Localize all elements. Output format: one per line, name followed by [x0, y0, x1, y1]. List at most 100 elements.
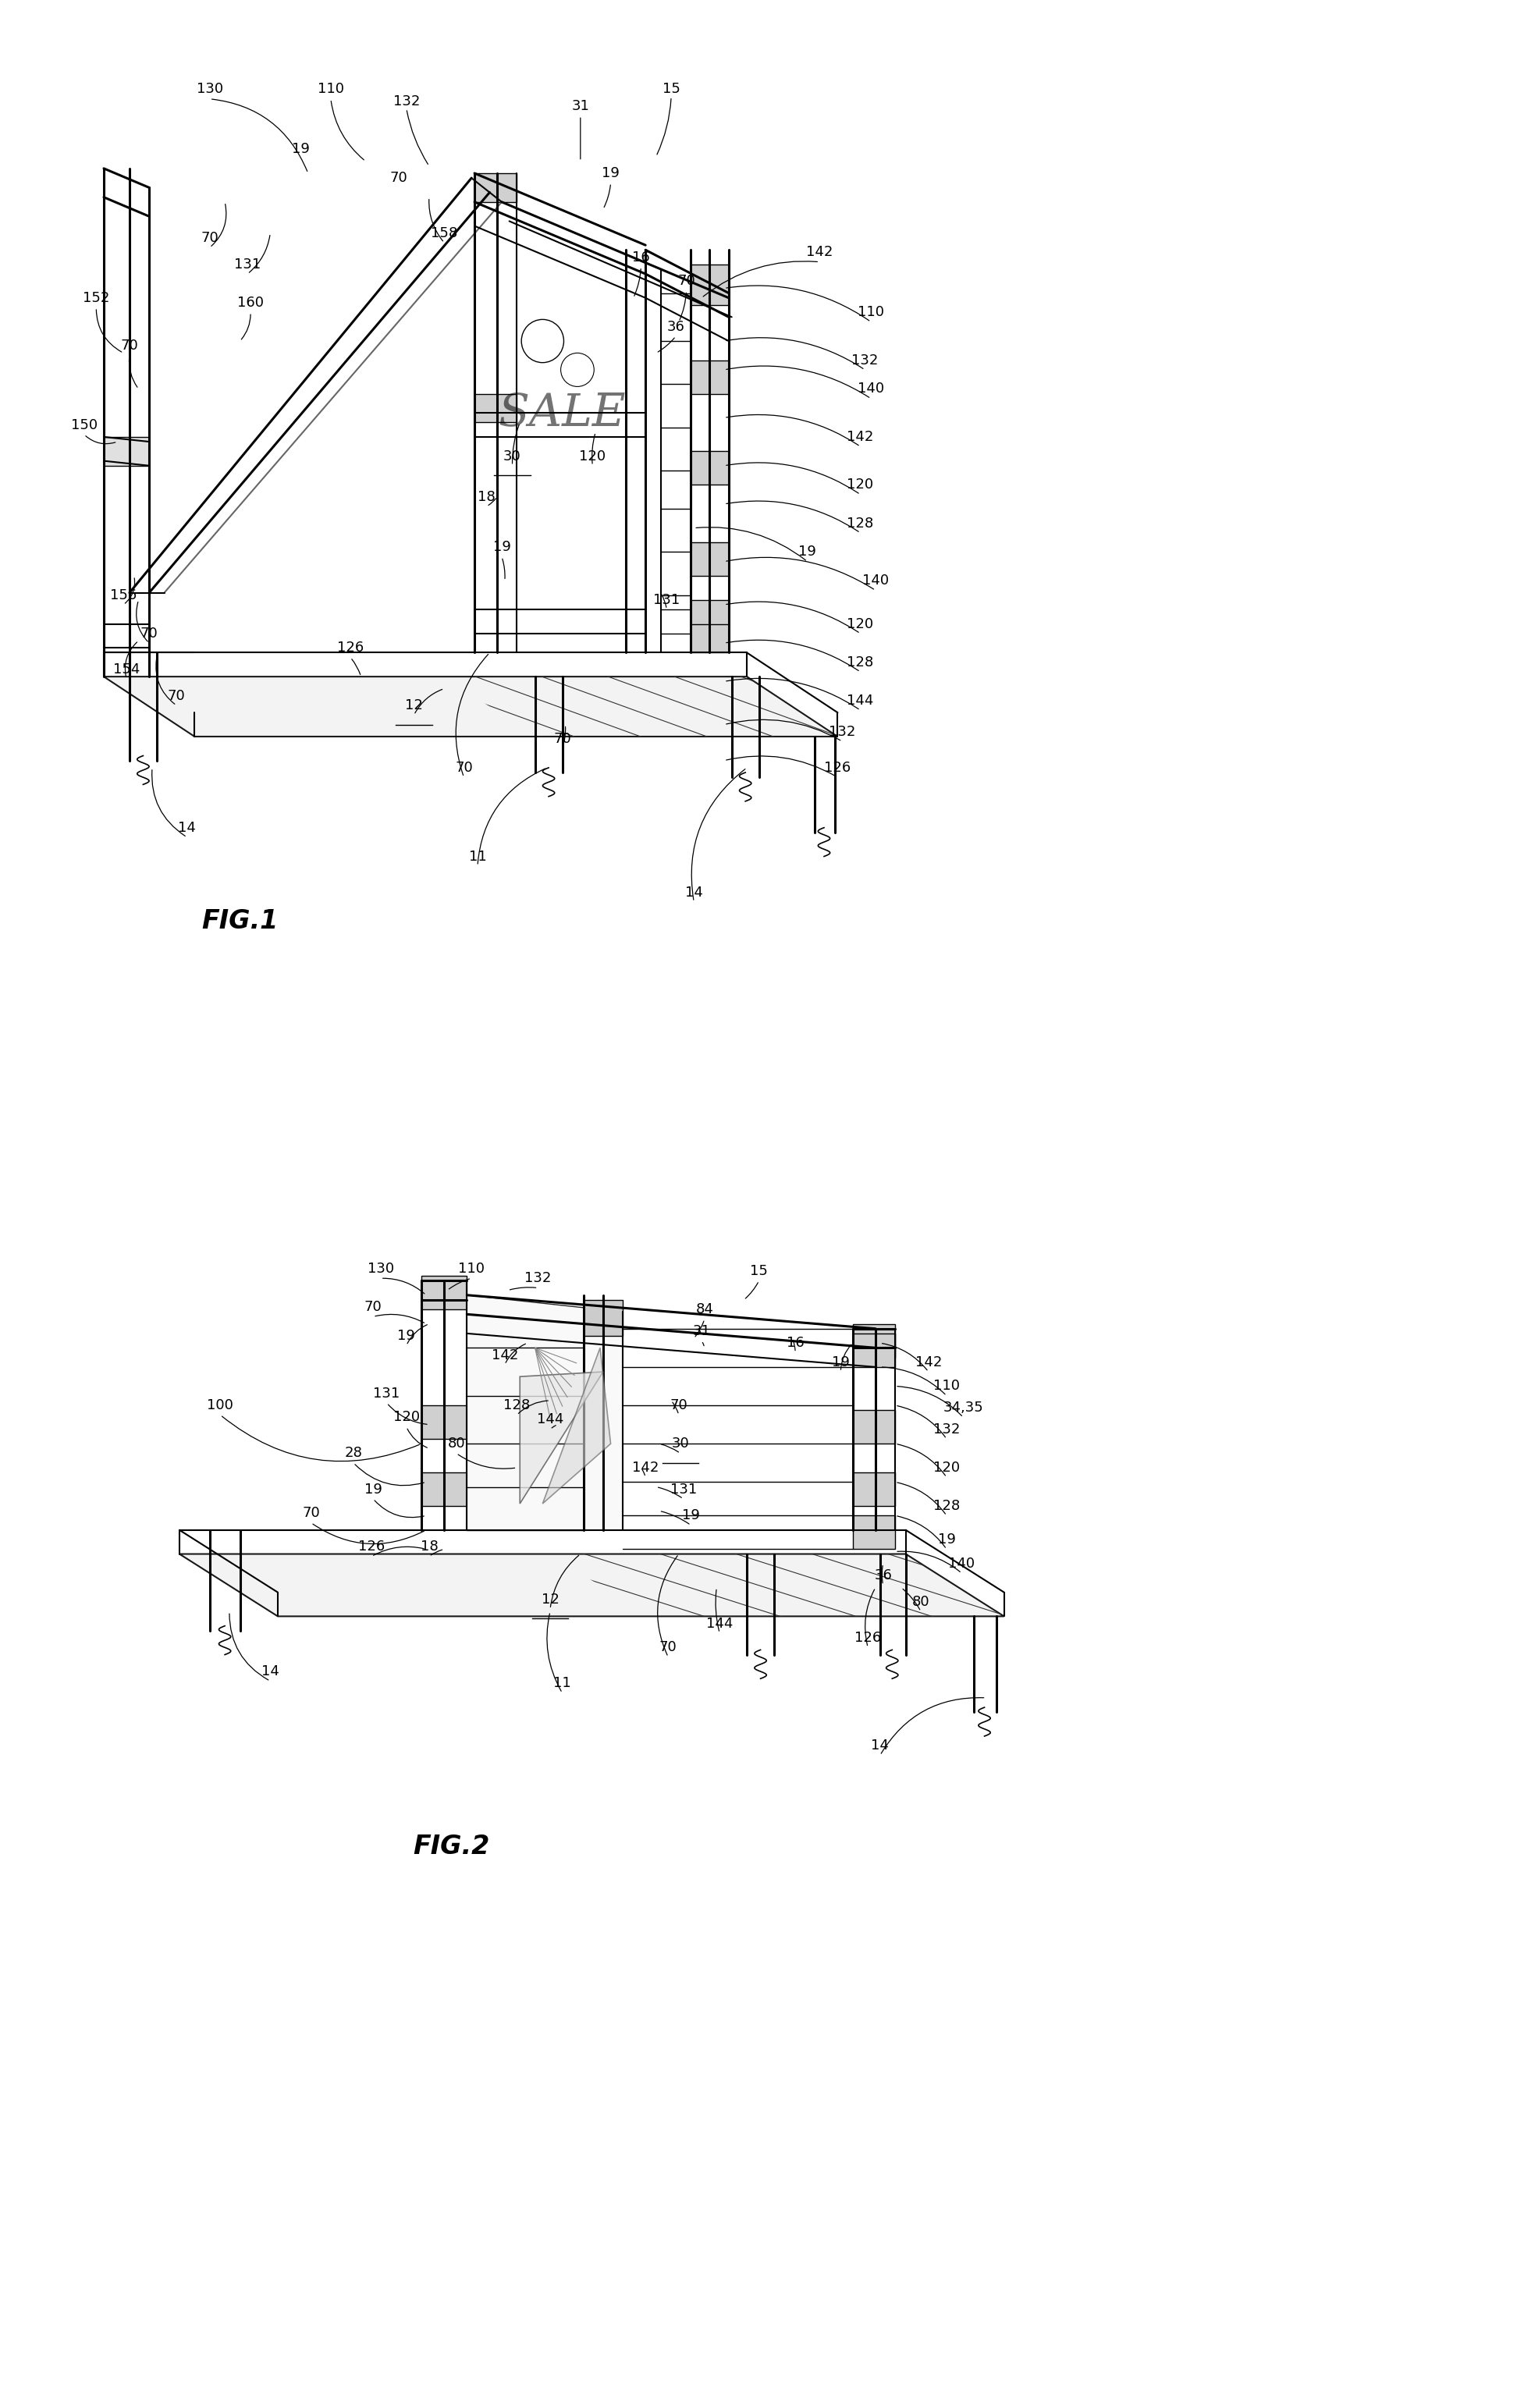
- Text: 144: 144: [706, 1616, 733, 1630]
- Text: 142: 142: [806, 246, 834, 260]
- Text: 30: 30: [503, 448, 521, 462]
- Text: 120: 120: [847, 477, 873, 491]
- Text: 16: 16: [786, 1336, 805, 1351]
- Text: 110: 110: [317, 82, 344, 96]
- Text: 110: 110: [933, 1380, 960, 1394]
- Polygon shape: [853, 1411, 895, 1445]
- Text: 126: 126: [358, 1539, 386, 1553]
- Text: 70: 70: [120, 340, 139, 354]
- Text: 132: 132: [829, 725, 855, 739]
- Polygon shape: [543, 1348, 611, 1503]
- Text: 126: 126: [824, 761, 850, 775]
- Text: 131: 131: [654, 592, 680, 607]
- Text: 11: 11: [469, 850, 486, 864]
- Text: 19: 19: [799, 544, 817, 559]
- Text: 14: 14: [872, 1739, 888, 1753]
- Polygon shape: [180, 1553, 1004, 1616]
- Text: 70: 70: [390, 171, 408, 185]
- Text: 132: 132: [852, 354, 878, 368]
- Text: 142: 142: [632, 1462, 658, 1474]
- Text: 19: 19: [937, 1531, 956, 1546]
- Text: 120: 120: [579, 448, 607, 462]
- Text: 70: 70: [140, 626, 158, 641]
- Text: 19: 19: [291, 142, 309, 157]
- Text: 128: 128: [503, 1399, 530, 1413]
- Polygon shape: [584, 1300, 623, 1336]
- Text: 36: 36: [875, 1568, 892, 1582]
- Polygon shape: [853, 1471, 895, 1505]
- Text: 131: 131: [671, 1483, 696, 1495]
- Text: 15: 15: [663, 82, 680, 96]
- Text: FIG.2: FIG.2: [413, 1832, 491, 1859]
- Text: 130: 130: [197, 82, 223, 96]
- Text: 70: 70: [678, 275, 695, 289]
- Text: 30: 30: [672, 1438, 689, 1450]
- Text: 140: 140: [858, 383, 884, 395]
- Text: 154: 154: [113, 662, 140, 677]
- Polygon shape: [853, 1324, 895, 1358]
- Text: 14: 14: [684, 886, 703, 901]
- Text: 128: 128: [933, 1500, 960, 1512]
- Text: 128: 128: [847, 655, 873, 669]
- Text: SALE: SALE: [498, 390, 626, 436]
- Polygon shape: [422, 1276, 466, 1310]
- Text: 160: 160: [238, 296, 264, 311]
- Text: 150: 150: [70, 419, 98, 431]
- Polygon shape: [104, 436, 149, 465]
- Polygon shape: [422, 1471, 466, 1505]
- Text: 110: 110: [459, 1262, 485, 1276]
- Polygon shape: [422, 1406, 466, 1440]
- Text: 110: 110: [858, 306, 884, 320]
- Text: 144: 144: [847, 694, 873, 708]
- Text: 14: 14: [261, 1664, 279, 1678]
- Text: 70: 70: [201, 231, 218, 246]
- Text: 80: 80: [448, 1438, 465, 1450]
- Text: 152: 152: [82, 291, 110, 306]
- Text: 131: 131: [373, 1387, 401, 1401]
- Text: 70: 70: [168, 689, 186, 703]
- Text: 120: 120: [393, 1411, 419, 1426]
- Text: FIG.1: FIG.1: [201, 908, 279, 934]
- Polygon shape: [853, 1515, 895, 1548]
- Text: 11: 11: [553, 1676, 572, 1690]
- Polygon shape: [690, 450, 728, 484]
- Text: 158: 158: [431, 226, 457, 241]
- Text: 120: 120: [933, 1462, 960, 1474]
- Text: 18: 18: [421, 1539, 437, 1553]
- Text: 142: 142: [491, 1348, 518, 1363]
- Text: 131: 131: [235, 258, 261, 272]
- Polygon shape: [853, 1334, 895, 1368]
- Text: 19: 19: [364, 1483, 383, 1495]
- Polygon shape: [466, 1296, 623, 1529]
- Text: 120: 120: [847, 616, 873, 631]
- Text: 12: 12: [541, 1592, 559, 1606]
- Polygon shape: [520, 1373, 604, 1503]
- Text: 142: 142: [914, 1356, 942, 1370]
- Text: 12: 12: [405, 698, 422, 713]
- Polygon shape: [690, 265, 728, 306]
- Text: 19: 19: [602, 166, 620, 181]
- Text: 132: 132: [933, 1423, 960, 1435]
- Text: 34,35: 34,35: [943, 1401, 983, 1416]
- Text: 130: 130: [367, 1262, 395, 1276]
- Text: 144: 144: [536, 1413, 564, 1428]
- Text: 16: 16: [632, 250, 649, 265]
- Text: 31: 31: [692, 1324, 710, 1339]
- Text: 126: 126: [855, 1630, 881, 1645]
- Text: 31: 31: [572, 99, 590, 113]
- Text: 132: 132: [393, 94, 419, 108]
- Text: 70: 70: [553, 732, 572, 746]
- Text: 19: 19: [492, 539, 511, 554]
- Text: 70: 70: [364, 1300, 383, 1315]
- Text: 15: 15: [750, 1264, 768, 1279]
- Polygon shape: [474, 395, 517, 421]
- Text: 156: 156: [110, 588, 137, 602]
- Text: 128: 128: [847, 515, 873, 530]
- Text: 18: 18: [477, 489, 495, 503]
- Text: 36: 36: [668, 320, 684, 335]
- Text: 14: 14: [178, 821, 197, 836]
- Text: 140: 140: [948, 1556, 975, 1570]
- Polygon shape: [104, 677, 838, 737]
- Polygon shape: [690, 361, 728, 395]
- Text: 100: 100: [207, 1399, 233, 1413]
